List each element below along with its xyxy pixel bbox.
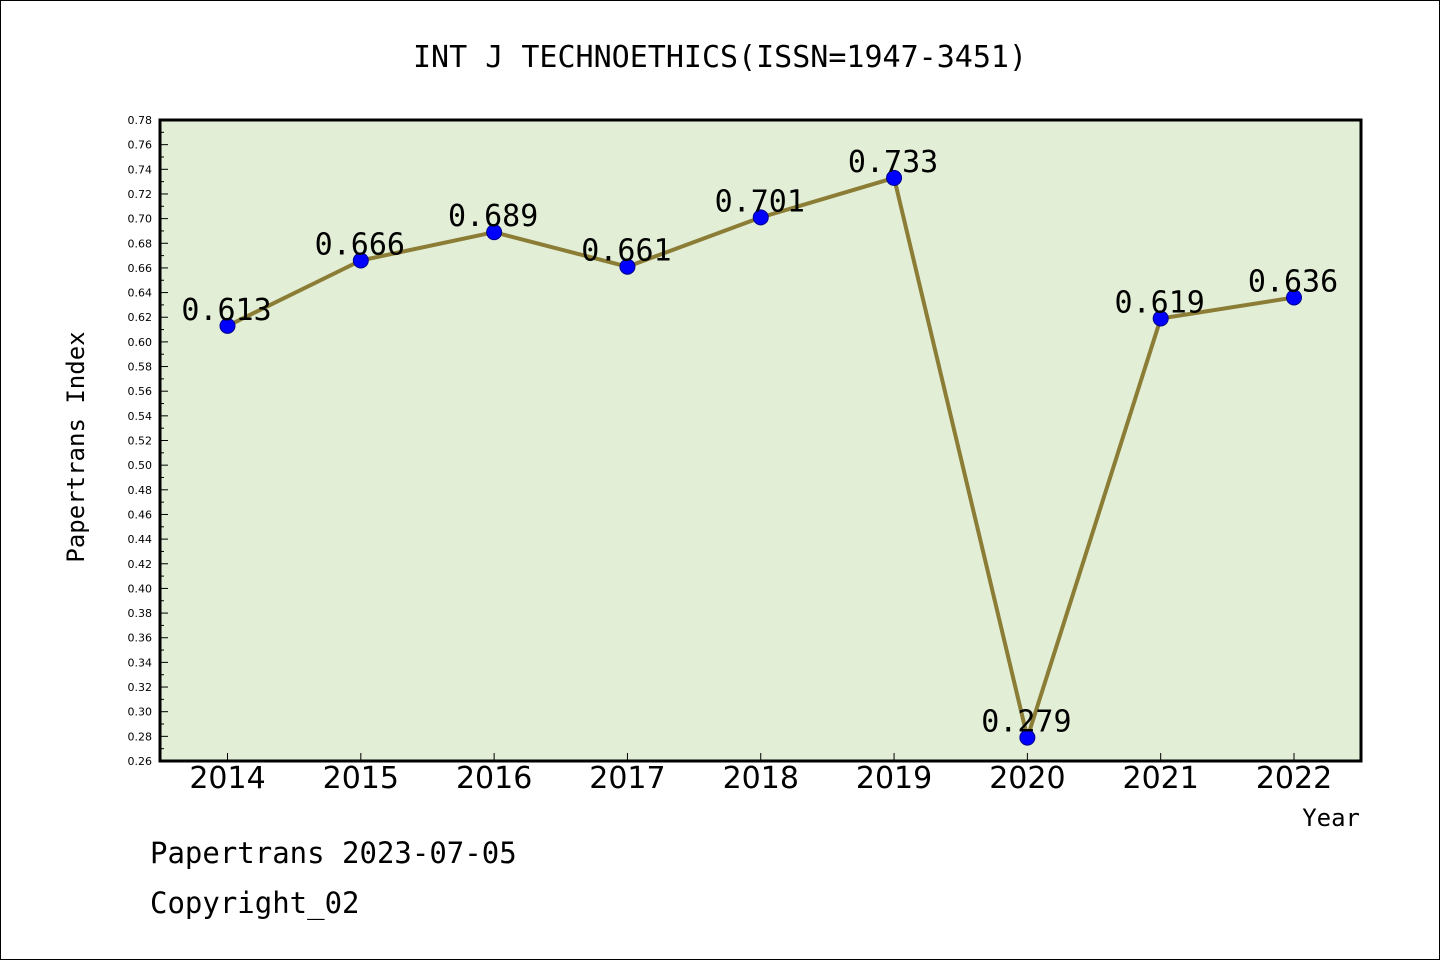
data-point — [219, 317, 236, 334]
y-tick-label: 0.74 — [128, 163, 153, 176]
series-line-group — [219, 169, 1302, 746]
y-tick-label: 0.40 — [128, 582, 153, 595]
y-tick-label: 0.46 — [128, 508, 153, 521]
y-tick-label: 0.38 — [128, 607, 153, 620]
plot-area — [158, 118, 1363, 763]
x-tick-label: 2021 — [1123, 761, 1199, 796]
data-label: 0.689 — [448, 199, 538, 234]
data-label: 0.636 — [1248, 265, 1338, 300]
data-label: 0.666 — [315, 228, 405, 263]
y-tick-label: 0.44 — [128, 533, 153, 546]
chart-title: INT J TECHNOETHICS(ISSN=1947-3451) — [413, 40, 1027, 75]
data-label: 0.701 — [715, 184, 805, 219]
y-tick-label: 0.76 — [128, 139, 153, 152]
data-point — [1286, 289, 1302, 306]
data-point — [1019, 729, 1036, 746]
y-tick-label: 0.64 — [128, 287, 153, 300]
x-axis-ticks: 2014 2015 2016 2017 2018 2019 2020 2021 2022 — [189, 753, 1332, 796]
x-tick-label: 2017 — [589, 761, 665, 796]
y-tick-label: 0.58 — [128, 361, 153, 374]
data-label: 0.733 — [848, 145, 938, 180]
y-tick-label: 0.32 — [128, 681, 153, 694]
y-tick-label: 0.60 — [128, 336, 153, 349]
x-tick-label: 2022 — [1256, 761, 1332, 796]
y-tick-label: 0.50 — [128, 459, 153, 472]
data-label: 0.279 — [981, 705, 1071, 740]
y-tick-label: 0.54 — [128, 410, 153, 423]
x-tick-label: 2014 — [189, 761, 265, 796]
y-tick-label: 0.68 — [128, 237, 153, 250]
y-tick-label: 0.52 — [128, 435, 153, 448]
y-tick-label: 0.48 — [128, 484, 153, 497]
data-point — [619, 258, 636, 275]
y-axis-ticks: 0.26 0.28 0.30 0.32 0.34 0.36 0.38 0.40 0.42 0.44… — [128, 114, 168, 768]
data-point — [352, 252, 369, 269]
y-tick-label: 0.26 — [128, 755, 153, 768]
footer-date-line: Papertrans 2023-07-05 — [150, 836, 517, 870]
data-label: 0.613 — [181, 293, 271, 328]
data-point — [886, 169, 903, 186]
y-axis-label: Papertrans Index — [62, 331, 90, 562]
y-tick-label: 0.72 — [128, 188, 153, 201]
data-label: 0.661 — [581, 234, 671, 269]
y-tick-label: 0.42 — [128, 558, 153, 571]
y-tick-label: 0.78 — [128, 114, 153, 127]
x-axis-label: Year — [1302, 804, 1360, 832]
x-tick-label: 2016 — [456, 761, 532, 796]
y-tick-label: 0.36 — [128, 632, 153, 645]
y-tick-label: 0.28 — [128, 730, 153, 743]
data-labels: 0.613 0.666 0.689 0.661 0.701 0.733 0.279 0.619… — [181, 145, 1338, 740]
data-point — [486, 224, 503, 241]
x-tick-label: 2019 — [856, 761, 932, 796]
y-tick-label: 0.30 — [128, 706, 153, 719]
data-label: 0.619 — [1115, 285, 1205, 320]
x-tick-label: 2020 — [989, 761, 1065, 796]
y-tick-label: 0.56 — [128, 385, 153, 398]
x-tick-label: 2018 — [723, 761, 799, 796]
y-tick-label: 0.70 — [128, 213, 153, 226]
y-tick-label: 0.62 — [128, 311, 153, 324]
y-tick-label: 0.34 — [128, 656, 153, 669]
x-tick-label: 2015 — [323, 761, 399, 796]
data-point — [1152, 310, 1169, 327]
data-point — [752, 209, 769, 226]
y-tick-label: 0.66 — [128, 262, 153, 275]
footer-copyright: Copyright_02 — [150, 886, 360, 920]
